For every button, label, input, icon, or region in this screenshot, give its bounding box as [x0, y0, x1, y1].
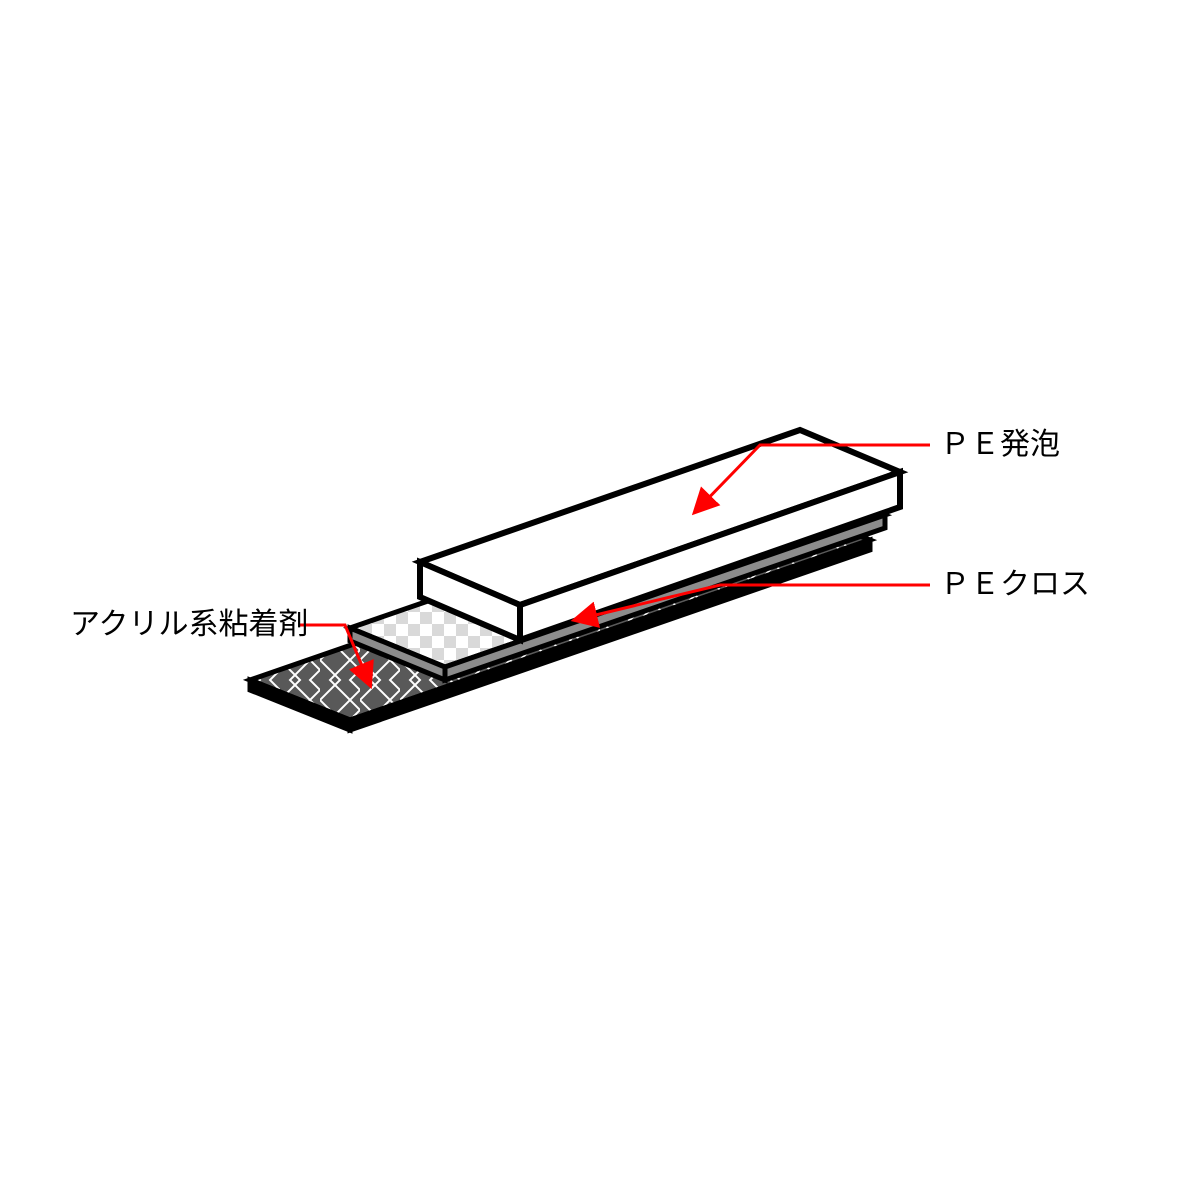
- label-top: ＰＥ発泡: [940, 430, 1060, 460]
- layer-diagram: ＰＥ発泡 ＰＥクロス アクリル系粘着剤: [0, 0, 1200, 1200]
- label-middle: ＰＥクロス: [940, 570, 1090, 600]
- label-bottom: アクリル系粘着剤: [70, 610, 309, 640]
